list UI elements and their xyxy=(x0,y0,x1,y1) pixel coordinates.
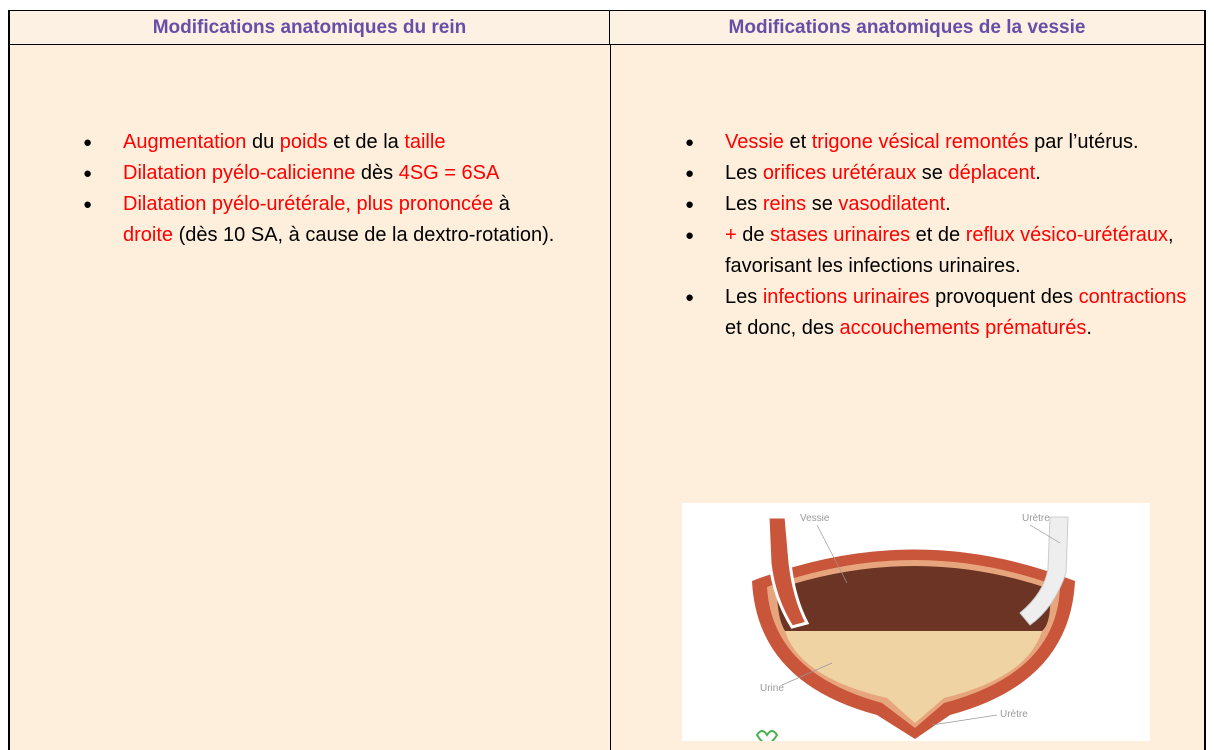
text-run: infections urinaires xyxy=(762,286,930,308)
urine xyxy=(785,631,1042,723)
text-run: dès xyxy=(355,162,399,184)
text-run: reins xyxy=(762,193,807,215)
figure-label: Urètre xyxy=(1022,513,1050,524)
text-run: Les xyxy=(725,286,763,308)
leader-line xyxy=(816,524,848,584)
bullet-list: Vessie et trigone vésical remontés par l… xyxy=(685,127,1190,344)
bullet-item: Vessie et trigone vésical remontés par l… xyxy=(685,127,1190,158)
text-run: stases urinaires xyxy=(770,224,911,246)
text-run: orifices urétéraux xyxy=(762,162,917,184)
text-run: à xyxy=(493,193,516,215)
text-run: Augmentation xyxy=(123,131,247,153)
table-cell: Augmentation du poids et de la tailleDil… xyxy=(10,45,611,750)
bullet-item: Dilatation pyélo-calicienne dès 4SG = 6S… xyxy=(83,158,563,189)
figure-label: Vessie xyxy=(800,513,830,524)
text-run: provoquent des xyxy=(929,286,1079,308)
bullet-item: Les orifices urétéraux se déplacent. xyxy=(685,158,1190,189)
text-run: contractions xyxy=(1078,286,1187,308)
header-cell: Modifications anatomiques du rein xyxy=(10,11,610,45)
text-run: . xyxy=(1035,162,1041,184)
text-run: Dilatation pyélo-calicienne xyxy=(123,162,356,184)
text-run: , favorisant les infections urinaires. xyxy=(725,224,1180,277)
ureter-left xyxy=(766,515,810,629)
leader-line xyxy=(1029,524,1061,544)
leader-line xyxy=(931,714,998,726)
figure-label: Urètre xyxy=(1000,709,1028,720)
table: Modifications anatomiques du rein Modifi… xyxy=(8,10,1206,750)
text-run: par l’utérus. xyxy=(1028,131,1139,153)
bullet-list: Augmentation du poids et de la tailleDil… xyxy=(83,127,563,251)
text-run: (dès 10 SA, à cause de la dextro-rotatio… xyxy=(173,224,555,246)
text-run: et de la xyxy=(327,131,405,153)
text-run: se xyxy=(916,162,949,184)
text-run: droite xyxy=(123,224,174,246)
header-cell: Modifications anatomiques de la vessie xyxy=(610,11,1204,45)
text-run: Vessie xyxy=(725,131,784,153)
text-run: taille xyxy=(404,131,446,153)
text-run: trigone vésical remontés xyxy=(811,131,1029,153)
bladder-top xyxy=(777,566,1051,631)
text-run: . xyxy=(945,193,951,215)
text-run: de xyxy=(736,224,771,246)
bullet-item: Les infections urinaires provoquent des … xyxy=(685,282,1190,344)
text-run: Les xyxy=(725,162,763,184)
text-run: du xyxy=(246,131,280,153)
text-run: accouchements prématurés xyxy=(839,317,1087,339)
text-run: et donc, des xyxy=(725,286,1192,339)
text-run: poids xyxy=(279,131,328,153)
text-run: et de xyxy=(910,224,966,246)
figure-label: Urine xyxy=(760,683,784,694)
text-run: vasodilatent xyxy=(838,193,946,215)
leader-line xyxy=(781,662,833,686)
text-run: reflux vésico-urétéraux xyxy=(965,224,1169,246)
bullet-item: Dilatation pyélo-urétérale, plus prononc… xyxy=(83,189,563,251)
text-run: Dilatation pyélo-urétérale, plus prononc… xyxy=(123,193,494,215)
text-run: déplacent xyxy=(948,162,1036,184)
text-run: Les xyxy=(725,193,763,215)
text-run: et xyxy=(783,131,812,153)
text-run: + xyxy=(725,224,737,246)
logo xyxy=(755,730,779,741)
text-run: 4SG = 6SA xyxy=(398,162,500,184)
bullet-item: Les reins se vasodilatent. xyxy=(685,189,1190,220)
ureter-right xyxy=(1019,516,1069,626)
bullet-item: + de stases urinaires et de reflux vésic… xyxy=(685,220,1190,282)
text-run: se xyxy=(806,193,839,215)
bladder-figure: Vessie Urètre Urine Urètre xyxy=(682,503,1150,741)
text-run: . xyxy=(1086,317,1092,339)
bullet-item: Augmentation du poids et de la taille xyxy=(83,127,563,158)
